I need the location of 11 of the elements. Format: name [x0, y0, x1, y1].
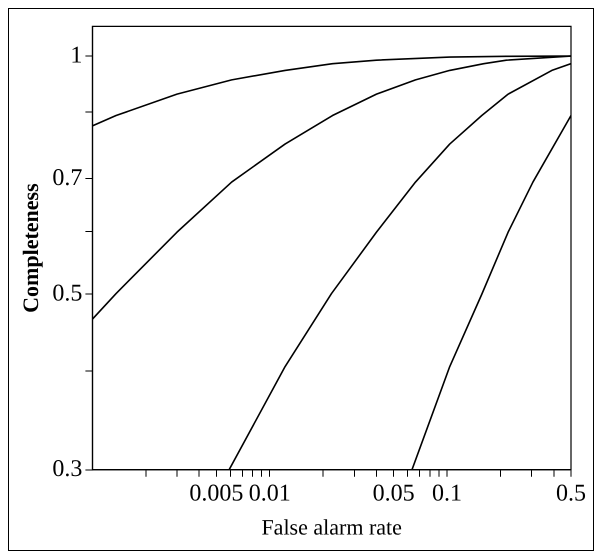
y-tick-label: 0.3: [52, 456, 82, 482]
y-tick-label: 1: [70, 42, 82, 68]
x-tick-label: 0.005: [189, 480, 244, 506]
x-tick-label: 0.01: [248, 480, 291, 506]
x-tick-label: 0.05: [372, 480, 415, 506]
y-axis-title: Completeness: [18, 182, 43, 313]
x-tick-label: 0.1: [432, 480, 462, 506]
y-tick-label: 0.7: [52, 164, 82, 191]
x-axis-title: False alarm rate: [261, 514, 402, 540]
y-tick-label: 0.5: [52, 280, 82, 307]
x-tick-label: 0.5: [556, 480, 586, 506]
